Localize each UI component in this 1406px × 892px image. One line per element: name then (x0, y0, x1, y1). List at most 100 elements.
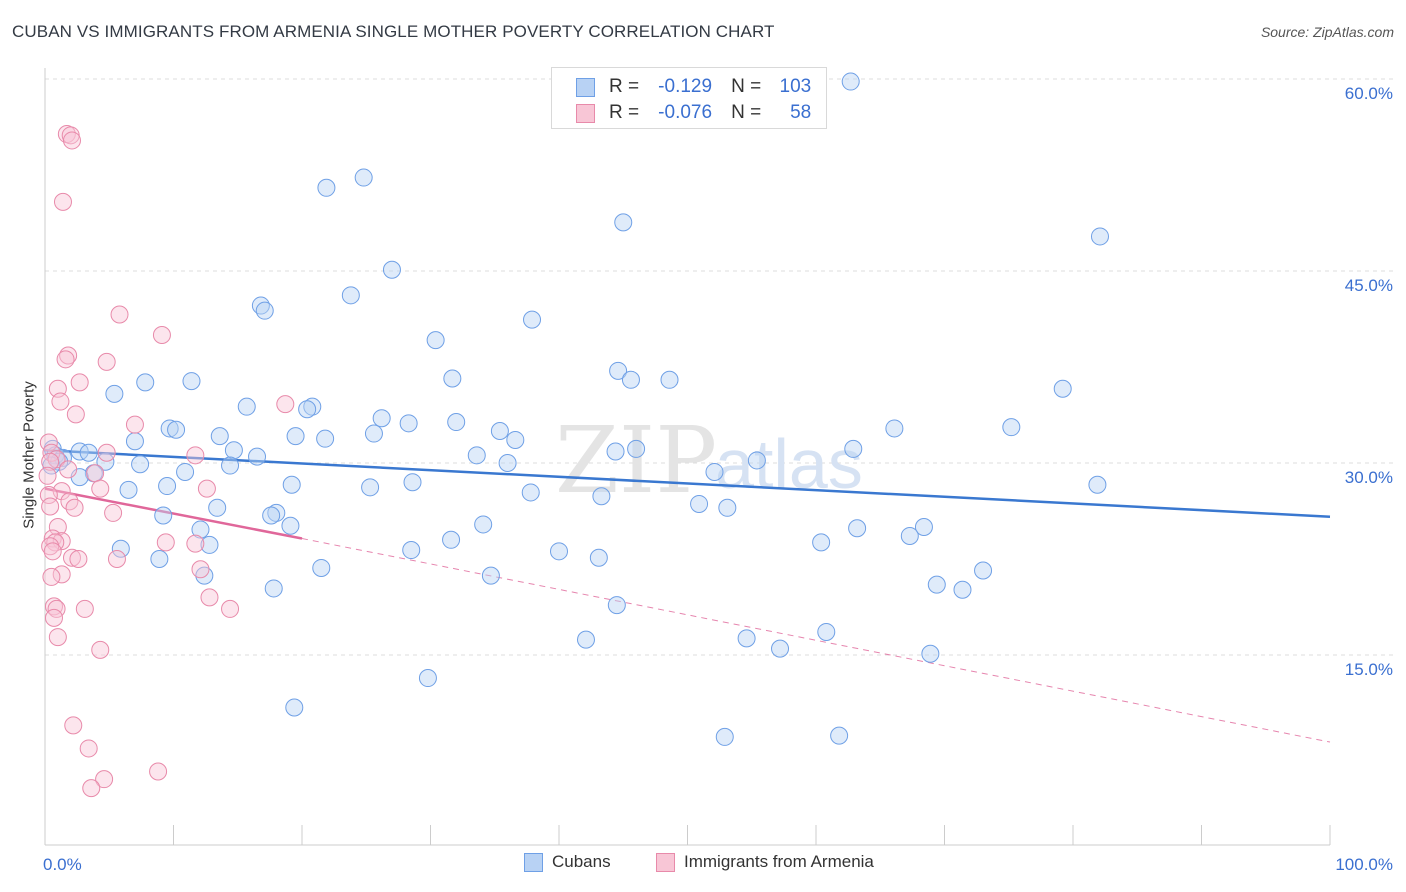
point-armenia (82, 779, 101, 798)
point-cubans (402, 541, 421, 560)
r-label: R = (609, 76, 640, 97)
point-cubans (914, 518, 933, 536)
gridlines (45, 78, 1395, 656)
point-cubans (900, 526, 919, 545)
point-armenia (70, 373, 89, 392)
point-armenia (62, 131, 81, 150)
point-cubans (364, 424, 383, 443)
data-points (38, 72, 1109, 798)
n-value: 58 (790, 102, 812, 123)
point-cubans (119, 480, 138, 499)
point-cubans (498, 454, 517, 472)
watermark-zip: ZIP (555, 407, 717, 514)
point-cubans (974, 561, 993, 580)
point-armenia (51, 392, 70, 411)
point-cubans (154, 506, 173, 525)
point-cubans (372, 409, 391, 428)
tick-labels: 15.0% 30.0% 45.0% 60.0% 0.0% 100.0% (43, 84, 1393, 874)
x-tick-label: 0.0% (43, 855, 82, 874)
stats-swatch-armenia (576, 103, 595, 123)
point-cubans (317, 178, 336, 197)
point-cubans (298, 400, 317, 419)
point-armenia (149, 762, 168, 781)
point-armenia (42, 567, 61, 586)
point-cubans (576, 630, 595, 649)
point-cubans (125, 432, 144, 451)
point-cubans (191, 520, 210, 539)
trend-line-armenia-extension (301, 538, 1331, 743)
point-cubans (621, 370, 640, 389)
point-armenia (152, 326, 171, 344)
point-cubans (1090, 227, 1109, 246)
point-cubans (158, 477, 177, 496)
trend-line-cubans (44, 448, 1331, 519)
point-cubans (262, 506, 281, 525)
bottom-legend: Cubans Immigrants from Armenia (0, 852, 1406, 880)
point-armenia (59, 460, 78, 479)
point-cubans (506, 430, 525, 449)
point-cubans (248, 447, 267, 466)
legend-item-armenia[interactable]: Immigrants from Armenia (656, 852, 874, 872)
point-armenia (221, 599, 240, 618)
point-armenia (276, 395, 295, 414)
point-cubans (150, 550, 169, 568)
point-armenia (186, 446, 205, 465)
point-cubans (312, 558, 331, 577)
point-cubans (953, 580, 972, 599)
point-cubans (812, 533, 831, 552)
x-tick-label: 100.0% (1335, 855, 1393, 874)
trend-line-armenia (44, 487, 303, 540)
point-armenia (156, 533, 175, 552)
point-armenia (44, 608, 63, 627)
point-cubans (523, 310, 542, 329)
point-cubans (182, 372, 201, 391)
point-cubans (70, 442, 89, 461)
point-cubans (705, 462, 724, 481)
point-armenia (186, 534, 205, 553)
point-cubans (382, 260, 401, 279)
point-cubans (176, 462, 195, 481)
point-armenia (95, 770, 114, 789)
point-cubans (443, 369, 462, 388)
stats-row-cubans: R = -0.129 N = 103 (576, 74, 811, 100)
point-armenia (52, 565, 71, 584)
point-cubans (426, 331, 445, 350)
point-cubans (361, 478, 380, 497)
point-cubans (442, 530, 461, 549)
point-cubans (282, 475, 301, 494)
y-tick-label: 30.0% (1345, 468, 1393, 487)
point-cubans (111, 539, 130, 558)
point-cubans (341, 286, 360, 305)
point-cubans (747, 451, 766, 470)
point-cubans (607, 596, 626, 615)
point-cubans (200, 535, 219, 554)
point-armenia (56, 350, 75, 369)
point-armenia (41, 537, 60, 556)
point-cubans (136, 373, 155, 392)
r-value: -0.129 (658, 76, 713, 97)
r-value: -0.076 (658, 102, 713, 123)
point-cubans (224, 441, 243, 460)
point-cubans (210, 427, 229, 446)
point-cubans (418, 669, 437, 688)
point-cubans (885, 419, 904, 438)
point-cubans (927, 575, 946, 594)
point-cubans (592, 487, 611, 506)
point-armenia (41, 452, 60, 471)
point-armenia (86, 464, 105, 483)
point-cubans (474, 515, 493, 534)
point-cubans (281, 516, 300, 535)
legend-label-armenia: Immigrants from Armenia (684, 852, 874, 871)
point-armenia (64, 716, 83, 735)
point-cubans (627, 439, 646, 458)
n-label: N = (731, 102, 762, 123)
point-cubans (844, 439, 863, 458)
stats-legend: R = -0.129 N = 103 R = -0.076 N = 58 (551, 67, 827, 129)
point-armenia (66, 405, 85, 424)
point-cubans (1088, 475, 1107, 494)
point-cubans (490, 422, 509, 440)
point-armenia (43, 542, 62, 561)
point-cubans (481, 566, 500, 585)
legend-item-cubans[interactable]: Cubans (524, 852, 611, 872)
